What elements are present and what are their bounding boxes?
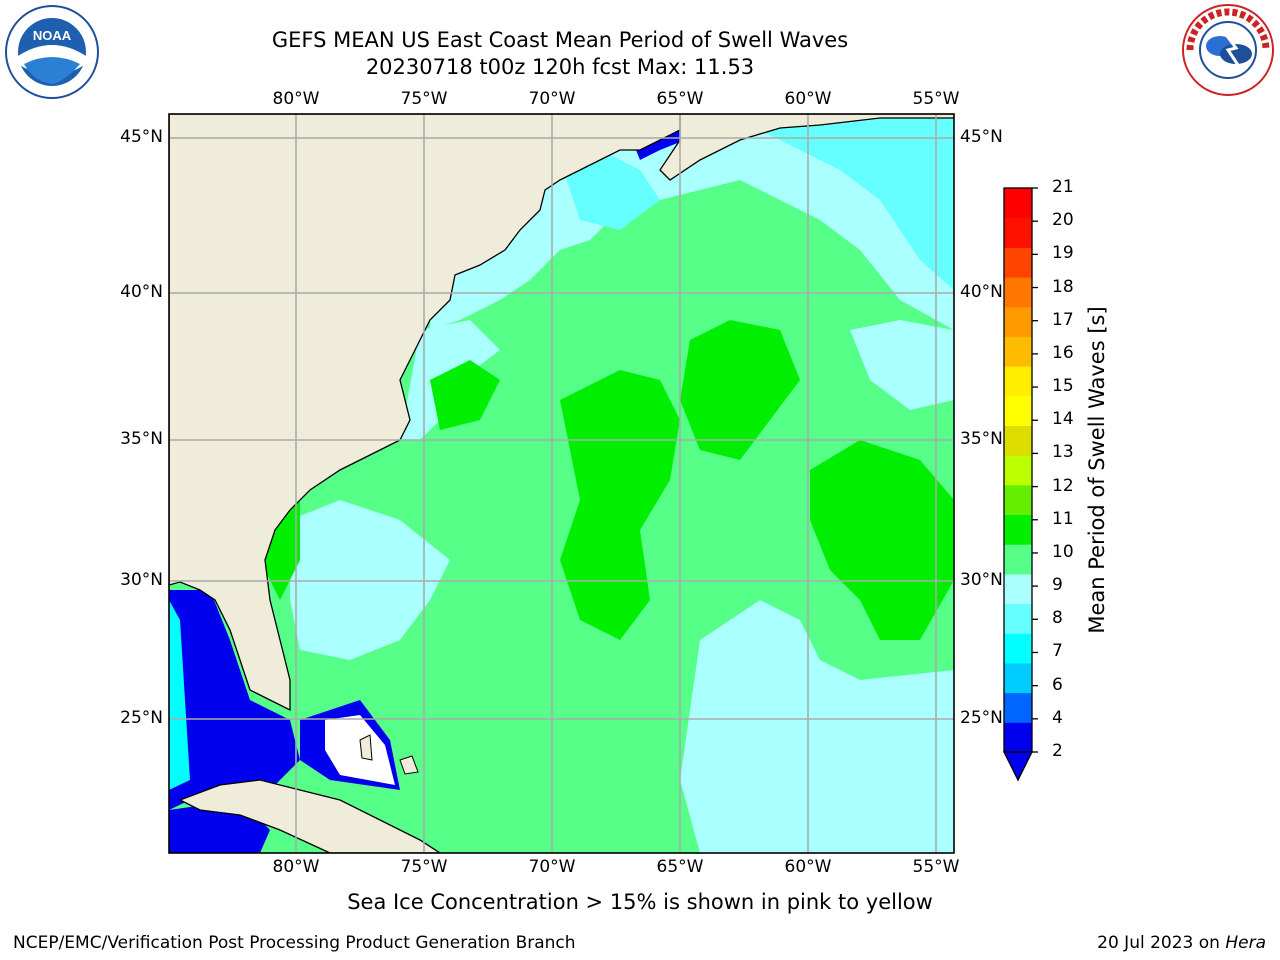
- colorbar-cell: [1004, 217, 1032, 248]
- swell-zone-light-cyan-southeast: [680, 600, 954, 853]
- colorbar-cell: [1004, 366, 1032, 397]
- colorbar-frame: [1003, 187, 1033, 753]
- colorbar-tick-label: 12: [1052, 475, 1074, 496]
- colorbar-tick-label: 14: [1052, 409, 1074, 430]
- lon-label-top-70w: 70°W: [528, 89, 576, 109]
- map-title: GEFS MEAN US East Coast Mean Period of S…: [271, 28, 849, 52]
- lon-label-top-80w: 80°W: [272, 89, 320, 109]
- swell-zone-blue-gulf-of-maine: [632, 128, 690, 160]
- colorbar-cell: [1004, 306, 1032, 337]
- lat-label-right-35n: 35°N: [960, 429, 1003, 449]
- swell-zone-green-north: [430, 360, 500, 430]
- map-frame: [168, 113, 955, 854]
- lat-label-left-30n: 30°N: [120, 570, 163, 590]
- colorbar-tick-label: 4: [1052, 707, 1063, 728]
- swell-zone-light-cyan-southwest: [290, 500, 450, 660]
- swell-zone-green-east: [810, 440, 954, 640]
- colorbar-cell: [1004, 603, 1032, 634]
- colorbar-cell: [1004, 573, 1032, 605]
- colorbar-tick-label: 19: [1052, 243, 1074, 264]
- lon-label-top-55w: 55°W: [912, 89, 960, 109]
- colorbar-extension: [1002, 751, 1034, 782]
- colorbar-tick-label: 15: [1052, 376, 1074, 397]
- colorbar-tick-label: 10: [1052, 541, 1074, 562]
- colorbar-cell: [1004, 722, 1032, 753]
- sea-ice-note: Sea Ice Concentration > 15% is shown in …: [347, 890, 933, 914]
- footer-date: 20 Jul 2023 on Hera: [1097, 933, 1266, 953]
- colorbar-tick-label: 7: [1052, 641, 1063, 662]
- swell-zone-white-bahamas: [325, 715, 395, 785]
- colorbar-tick-label: 9: [1052, 575, 1063, 596]
- lat-label-right-40n: 40°N: [960, 282, 1003, 302]
- map-subtitle: 20230718 t00z 120h fcst Max: 11.53: [365, 55, 755, 79]
- lat-label-right-30n: 30°N: [960, 570, 1003, 590]
- lat-label-left-35n: 35°N: [120, 429, 163, 449]
- lon-label-top-65w: 65°W: [656, 89, 704, 109]
- colorbar-tick-label: 6: [1052, 674, 1063, 695]
- lon-label-top-60w: 60°W: [784, 89, 832, 109]
- swell-zone-cyan-gulf: [169, 600, 190, 790]
- colorbar-tick-label: 17: [1052, 309, 1074, 330]
- footer-date-text: 20 Jul 2023 on: [1097, 933, 1226, 953]
- lon-label-bottom-55w: 55°W: [912, 857, 960, 877]
- footer-credit: NCEP/EMC/Verification Post Processing Pr…: [13, 933, 576, 953]
- footer-machine: Hera: [1225, 933, 1266, 953]
- colorbar-cell: [1004, 662, 1032, 694]
- colorbar-title: Mean Period of Swell Waves [s]: [1085, 306, 1109, 634]
- swell-zone-green-central-2: [680, 320, 800, 460]
- colorbar-tick-label: 18: [1052, 276, 1074, 297]
- colorbar-tick-label: 13: [1052, 442, 1074, 463]
- land-cuba: [178, 779, 442, 853]
- colorbar-tick-label: 8: [1052, 608, 1063, 629]
- colorbar-cell: [1004, 484, 1032, 516]
- noaa-logo: NOAA: [4, 4, 100, 100]
- lat-label-right-25n: 25°N: [960, 708, 1003, 728]
- lat-label-right-45n: 45°N: [960, 127, 1003, 147]
- colorbar-tick-label: 11: [1052, 508, 1074, 529]
- swell-zone-green-central: [560, 370, 680, 640]
- swell-zone-blue-gulf: [169, 590, 300, 810]
- land-nova-scotia: [659, 114, 954, 181]
- map-gridlines: [169, 114, 954, 853]
- colorbar-tick-label: 16: [1052, 342, 1074, 363]
- colorbar-tick-label: 20: [1052, 210, 1074, 231]
- colorbar-cell: [1004, 692, 1032, 723]
- colorbar-tick-label: 2: [1052, 741, 1063, 761]
- colorbar: [1002, 187, 1038, 782]
- swell-zone-cyan-north: [560, 150, 660, 230]
- colorbar-cell: [1004, 425, 1032, 456]
- nws-logo: [1180, 2, 1276, 98]
- colorbar-cell: [1004, 395, 1032, 426]
- lon-label-top-75w: 75°W: [400, 89, 448, 109]
- colorbar-cell: [1004, 544, 1032, 575]
- land-bahamas: [359, 734, 373, 761]
- lat-label-left-45n: 45°N: [120, 127, 163, 147]
- lon-label-bottom-60w: 60°W: [784, 857, 832, 877]
- colorbar-cell: [1004, 247, 1032, 278]
- lon-label-bottom-75w: 75°W: [400, 857, 448, 877]
- colorbar-cell: [1004, 277, 1032, 308]
- colorbar-cell: [1004, 514, 1032, 545]
- swell-zone-cyan-northeast: [760, 114, 954, 290]
- colorbar-cell: [1004, 336, 1032, 367]
- colorbar-cell: [1004, 188, 1032, 219]
- lon-label-bottom-65w: 65°W: [656, 857, 704, 877]
- land-us-east-coast: [169, 114, 692, 712]
- colorbar-tick-label: 21: [1052, 177, 1074, 197]
- noaa-logo-text: NOAA: [33, 28, 72, 43]
- lon-label-bottom-70w: 70°W: [528, 857, 576, 877]
- lat-label-left-25n: 25°N: [120, 708, 163, 728]
- colorbar-cell: [1004, 633, 1032, 664]
- lon-label-bottom-80w: 80°W: [272, 857, 320, 877]
- colorbar-cell: [1004, 455, 1032, 486]
- land-bahamas-2: [399, 755, 419, 775]
- lat-label-left-40n: 40°N: [120, 282, 163, 302]
- swell-zone-light-cyan-east: [850, 320, 954, 410]
